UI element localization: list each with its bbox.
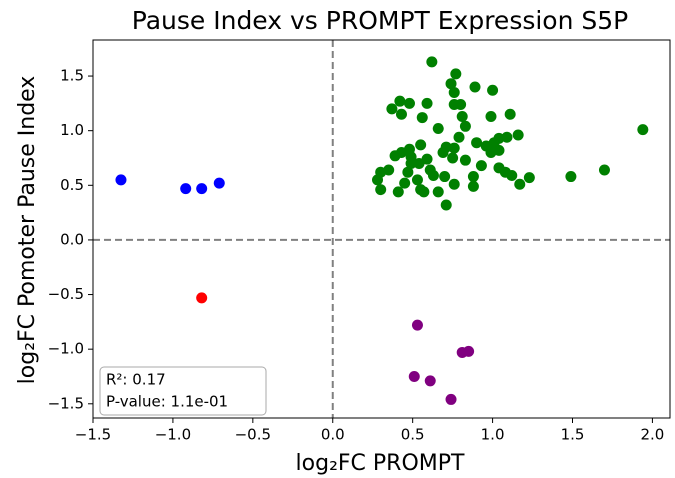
point [514,178,526,190]
x-tick-label: 1.0 [481,426,505,444]
plot-frame [92,39,671,419]
point [439,171,451,183]
point [196,292,208,304]
y-tick-label: −1.0 [48,340,84,358]
point [598,164,610,176]
point [447,152,459,164]
point [467,171,479,183]
point [196,183,208,195]
point [180,183,192,195]
point [493,144,505,156]
point [424,375,436,387]
point [421,97,433,109]
x-tick-label: 0.0 [321,426,345,444]
point [504,108,516,120]
point [448,86,460,98]
point [440,199,452,211]
point [453,131,465,143]
point [467,180,479,192]
point [418,186,430,198]
point [403,97,415,109]
point [445,78,457,90]
point [469,81,481,93]
point [426,56,438,68]
point [213,177,225,189]
x-tick-label: 1.5 [561,426,585,444]
point [399,177,411,189]
point [523,172,535,184]
point [448,142,460,154]
point [408,370,420,382]
x-tick-label: 2.0 [640,426,664,444]
point [413,157,425,169]
point [448,98,460,110]
y-tick-label: −1.5 [48,394,84,412]
point [386,103,398,115]
point [392,186,404,198]
point [459,120,471,132]
x-tick-label: 0.5 [401,426,425,444]
point [415,139,427,151]
point [437,147,449,159]
point [499,166,511,178]
point [389,150,401,162]
point [459,154,471,166]
y-tick-label: 0.5 [60,176,84,194]
point [487,84,499,96]
annotation-box [99,366,267,416]
y-tick-label: 1.0 [60,121,84,139]
point [512,129,524,141]
point [375,184,387,196]
point [471,137,483,149]
point [445,393,457,405]
point [501,131,513,143]
y-tick-label: 1.5 [60,67,84,85]
point [372,174,384,186]
point [448,178,460,190]
x-axis-label: log₂FC PROMPT [296,451,465,476]
y-tick-label: −0.5 [48,285,84,303]
point [450,68,462,80]
point [115,174,127,186]
y-tick-label: 0.0 [60,230,84,248]
point [432,122,444,134]
point [411,319,423,331]
y-axis-label: log₂FC Pomoter Pause Index [15,76,40,385]
point [394,95,406,107]
point [456,110,468,122]
annotation: R²: 0.17 [106,371,166,389]
annotation: P-value: 1.1e-01 [106,393,228,411]
x-tick-label: −1.0 [155,426,191,444]
point [411,174,423,186]
chart-title: Pause Index vs PROMPT Expression S5P [132,6,629,35]
point [475,160,487,172]
point [432,186,444,198]
x-tick-label: −1.5 [75,426,111,444]
point [463,345,475,357]
point [565,171,577,183]
point [485,110,497,122]
point [416,112,428,124]
point [405,157,417,169]
point [637,124,649,136]
point [402,166,414,178]
point [427,169,439,181]
point [395,108,407,120]
x-tick-label: −0.5 [235,426,271,444]
